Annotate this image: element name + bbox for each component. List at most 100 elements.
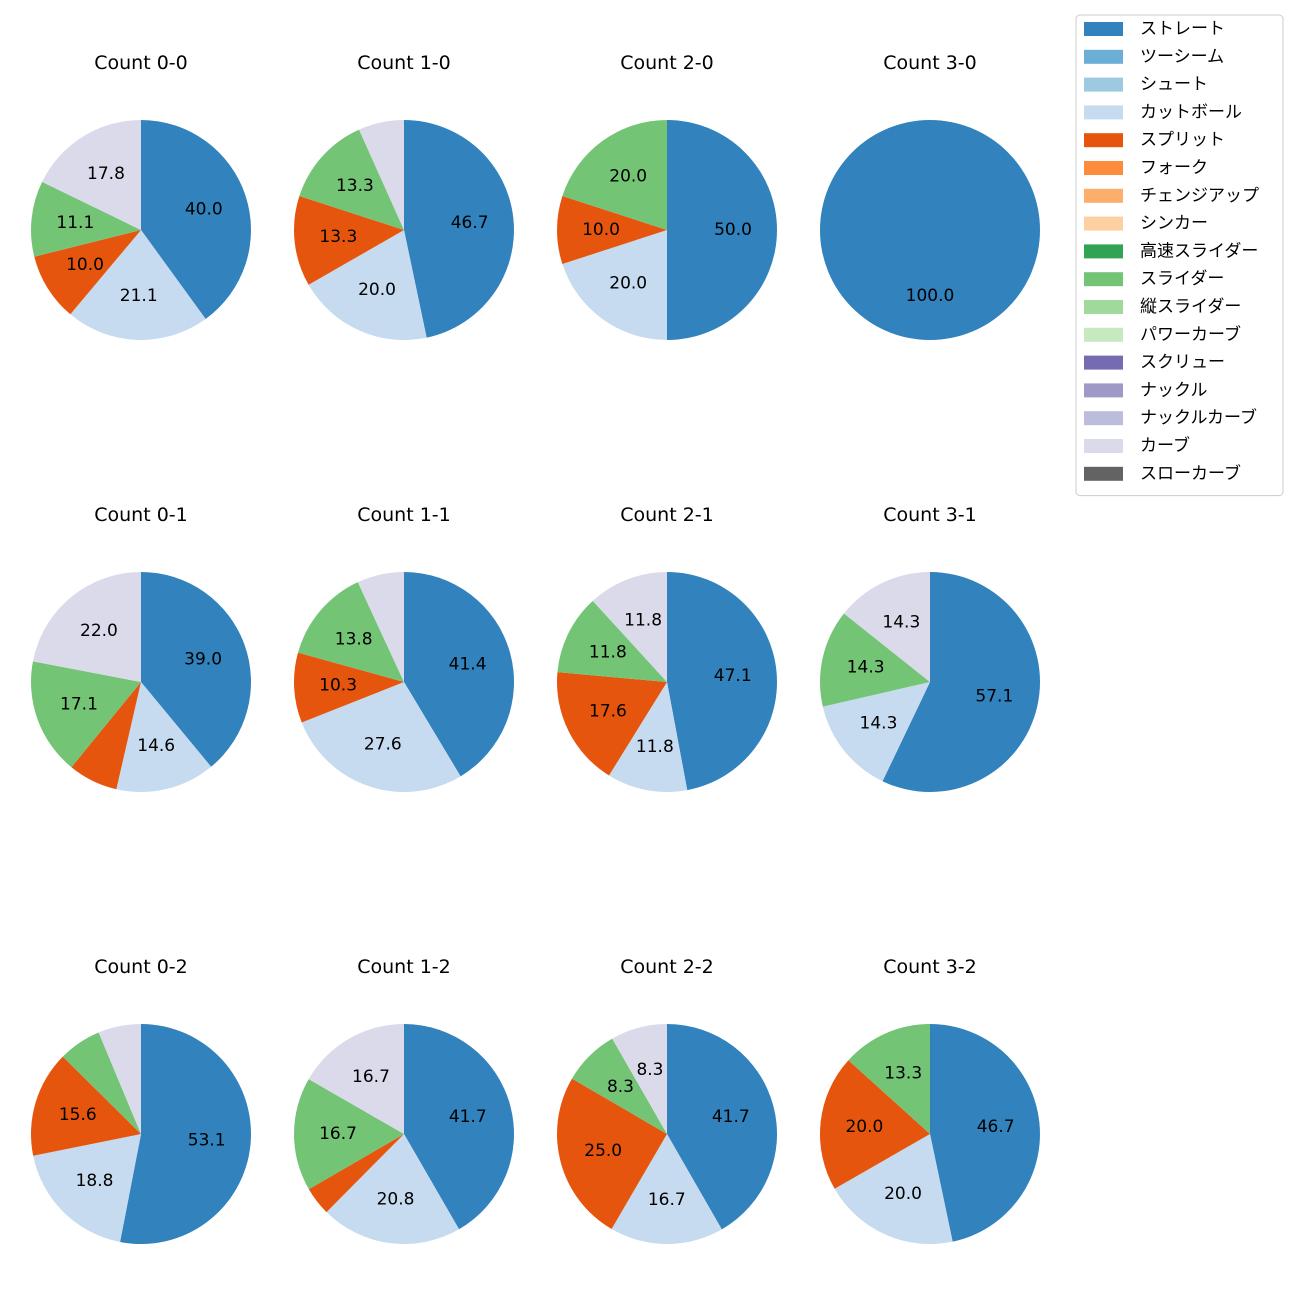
legend-item: 縦スライダー (1084, 297, 1241, 317)
pie-slice-label: 41.4 (449, 654, 487, 674)
pie-title: Count 1-0 (357, 52, 451, 74)
pie-title: Count 0-2 (94, 956, 188, 978)
legend-label: スプリット (1140, 130, 1225, 150)
pie-slice (98, 1024, 141, 1134)
pie-slice-label: 57.1 (975, 687, 1013, 707)
pie-slice (667, 572, 777, 791)
pie-slice-label: 20.0 (609, 273, 647, 293)
legend-label: ナックル (1140, 380, 1208, 400)
pie-slice-label: 20.0 (884, 1184, 922, 1204)
legend-item: 高速スライダー (1084, 241, 1258, 261)
pie-5: Count 0-1 39.0 14.6 17.1 22.0 (31, 504, 252, 793)
pie-slice-label: 100.0 (906, 286, 955, 306)
pie-slice (293, 1079, 404, 1190)
pie-9: Count 0-2 53.1 18.8 15.6 (31, 956, 252, 1244)
pie-slice (293, 652, 404, 723)
pie-1: Count 0-0 40.0 21.1 10.0 11.1 17.8 (31, 52, 252, 340)
pie-slice (556, 196, 667, 264)
pie-slice (42, 120, 141, 230)
legend-swatch (1084, 272, 1123, 287)
pie-slice (843, 572, 930, 682)
pie-title: Count 0-1 (94, 504, 188, 526)
pie-slice-label: 13.3 (336, 176, 374, 196)
pie-slice-label: 20.0 (609, 167, 647, 187)
pie-title: Count 1-2 (357, 956, 451, 978)
pie-slice-label: 14.3 (882, 613, 920, 633)
pie-slice (33, 1134, 141, 1242)
pie-slice (819, 613, 930, 707)
legend-swatch (1084, 466, 1123, 481)
pie-title: Count 1-1 (357, 504, 451, 526)
pie-slice-label: 10.3 (319, 676, 357, 696)
pie-slice-label: 15.6 (59, 1105, 97, 1125)
pie-slice-label: 18.8 (76, 1171, 114, 1191)
pie-slice (308, 1134, 404, 1213)
pie-slice (326, 1134, 460, 1245)
legend-label: ストレート (1140, 19, 1225, 39)
pie-slice-label: 16.7 (319, 1124, 357, 1144)
pie-slice-label: 39.0 (184, 650, 222, 670)
legend-item: パワーカーブ (1084, 324, 1241, 345)
pie-slice (557, 1078, 667, 1230)
legend-item: ナックルカーブ (1084, 407, 1257, 428)
pie-slice-label: 16.7 (352, 1067, 390, 1087)
legend-swatch (1084, 355, 1123, 370)
legend-swatch (1084, 77, 1123, 92)
legend-label: ツーシーム (1140, 47, 1224, 67)
legend-swatch (1084, 105, 1123, 120)
pie-2: Count 1-0 46.7 20.0 13.3 13.3 (293, 52, 514, 340)
pie-slice (301, 682, 461, 793)
legend-item: チェンジアップ (1084, 186, 1259, 206)
pie-slice (31, 661, 141, 768)
pie-slice-label: 13.3 (319, 227, 357, 247)
pie-slice (120, 1024, 252, 1244)
pie-slice (819, 1060, 930, 1189)
pie-title: Count 3-1 (883, 504, 977, 526)
pie-slice (308, 230, 427, 340)
pie-slice-label: 17.8 (87, 164, 125, 184)
pie-slice-label: 20.0 (845, 1117, 883, 1137)
pie-7: Count 2-1 47.1 11.8 17.6 11.8 11.8 (556, 504, 777, 792)
pie-slice-label: 11.8 (636, 737, 674, 757)
pie-slice-label: 16.7 (648, 1190, 686, 1210)
legend-swatch (1084, 300, 1123, 314)
legend-item: スプリット (1084, 130, 1225, 150)
legend-item: スローカーブ (1084, 463, 1241, 484)
legend: ストレートツーシームシュートカットボールスプリットフォークチェンジアップシンカー… (1075, 14, 1284, 497)
pie-slice-label: 11.8 (624, 610, 662, 630)
legend-swatch (1084, 244, 1123, 259)
pie-title: Count 3-0 (883, 52, 977, 74)
pie-title: Count 3-2 (883, 956, 977, 978)
pie-slice (571, 1038, 667, 1134)
pie-slice (404, 1024, 514, 1230)
legend-item: ストレート (1084, 19, 1225, 39)
pie-slice-label: 20.8 (377, 1189, 415, 1209)
pie-slice (359, 120, 404, 230)
pie-slice (834, 1134, 953, 1244)
pie-slice (667, 1024, 778, 1230)
legend-label: シュート (1140, 75, 1208, 95)
pie-slice (556, 672, 667, 776)
pie-8: Count 3-1 57.1 14.3 14.3 14.3 (819, 504, 1041, 792)
pie-slice (141, 120, 252, 319)
pie-slice (612, 1024, 667, 1134)
pie-slice (70, 230, 206, 340)
legend-label: 高速スライダー (1140, 241, 1258, 261)
pie-slice (820, 120, 1040, 340)
legend-item: スライダー (1084, 269, 1224, 289)
pie-slice (608, 682, 688, 792)
pie-slice (611, 1134, 722, 1245)
legend-item: カーブ (1084, 435, 1190, 456)
legend-label: シンカー (1140, 214, 1208, 234)
pie-slice (592, 572, 667, 682)
legend-swatch (1084, 383, 1123, 398)
pie-slice-label: 13.8 (335, 629, 373, 649)
legend-label: ナックルカーブ (1140, 407, 1257, 428)
pie-slice-label: 41.7 (712, 1107, 750, 1127)
pie-slice-label: 50.0 (714, 220, 752, 240)
pie-slice (34, 230, 141, 315)
legend-item: カットボール (1084, 102, 1242, 122)
legend-label: 縦スライダー (1140, 297, 1241, 317)
pie-slice-label: 17.1 (60, 695, 98, 715)
pie-slice (116, 682, 212, 793)
